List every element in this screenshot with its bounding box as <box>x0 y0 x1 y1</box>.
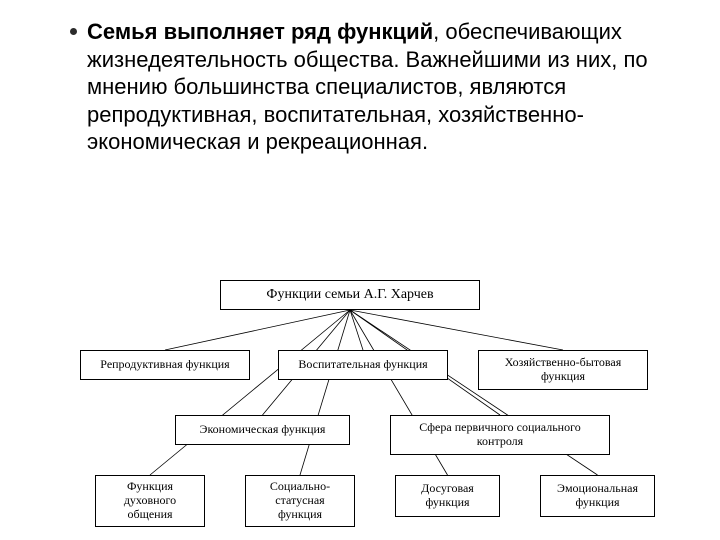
node-t2b: Сфера первичного социального контроля <box>390 415 610 455</box>
bullet-bold: Семья выполняет ряд функций <box>87 19 433 44</box>
node-t1a: Репродуктивная функция <box>80 350 250 380</box>
edge-root-t3a <box>150 310 350 475</box>
edge-root-t1c <box>350 310 563 350</box>
bullet-icon <box>70 28 77 35</box>
node-t3a: Функция духовного общения <box>95 475 205 527</box>
node-t3d: Эмоциональная функция <box>540 475 655 517</box>
bullet-block: Семья выполняет ряд функций, обеспечиваю… <box>40 18 680 156</box>
edge-root-t1a <box>165 310 350 350</box>
node-t3c: Досуговая функция <box>395 475 500 517</box>
node-t1c: Хозяйственно-бытовая функция <box>478 350 648 390</box>
bullet-text: Семья выполняет ряд функций, обеспечиваю… <box>87 18 680 156</box>
node-t2a: Экономическая функция <box>175 415 350 445</box>
node-root: Функции семьи А.Г. Харчев <box>220 280 480 310</box>
node-t1b: Воспитательная функция <box>278 350 448 380</box>
functions-diagram: Функции семьи А.Г. Харчев Репродуктивная … <box>0 280 720 540</box>
edge-root-t1b <box>350 310 363 350</box>
node-t3b: Социально-статусная функция <box>245 475 355 527</box>
slide: Семья выполняет ряд функций, обеспечиваю… <box>0 0 720 540</box>
edge-root-t3b <box>300 310 350 475</box>
